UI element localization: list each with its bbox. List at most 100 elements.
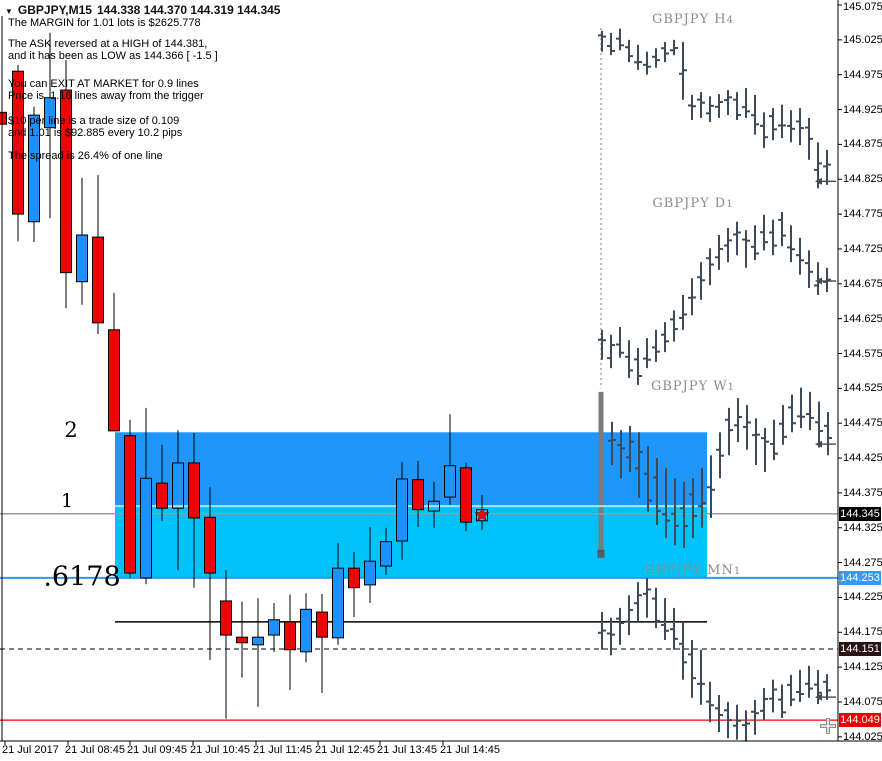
mini-chart-title-sub: 1 <box>727 382 736 393</box>
candle <box>332 543 344 645</box>
candle-body <box>140 477 152 579</box>
mini-chart-title: GBPJPY H4 <box>628 12 758 27</box>
time-axis-label: 21 Jul 12:45 <box>315 744 375 756</box>
candle <box>188 432 200 588</box>
candle-body <box>188 462 200 519</box>
candle-body <box>156 482 168 509</box>
candle <box>236 601 248 678</box>
time-axis-label: 21 Jul 14:45 <box>440 744 500 756</box>
last-price-arrowhead <box>815 277 822 285</box>
candle-body <box>76 234 88 283</box>
last-price-arrowhead <box>815 693 822 701</box>
sell-signal-star[interactable] <box>474 506 490 522</box>
time-axis-label: 21 Jul 08:45 <box>65 744 125 756</box>
candle-body <box>44 97 56 129</box>
mini-chart-w1 <box>608 387 832 548</box>
time-axis-label: 21 Jul 13:45 <box>377 744 437 756</box>
candle <box>172 430 184 571</box>
symbol-title[interactable]: GBPJPY,M15 <box>17 3 92 17</box>
candle <box>220 570 232 719</box>
zone-upper[interactable] <box>115 432 707 507</box>
chart-annotation-label[interactable]: 1 <box>60 490 74 512</box>
time-axis-label: 21 Jul 10:45 <box>190 744 250 756</box>
candle <box>380 527 392 576</box>
mini-chart-title-text: GBPJPY W <box>650 379 728 394</box>
mini-chart-title-text: GBPJPY H <box>651 12 727 27</box>
candle <box>444 414 456 505</box>
candle-body <box>108 329 120 432</box>
candle-body <box>12 70 24 215</box>
ohlc-readout: 144.338 144.370 144.319 144.345 <box>96 3 281 17</box>
price-axis-label: 144.875 <box>843 138 882 151</box>
mini-chart-h4 <box>598 28 831 189</box>
price-axis-label: 144.675 <box>843 277 882 290</box>
mini-chart-title: GBPJPY MN1 <box>628 563 758 578</box>
price-axis-label: 144.425 <box>843 452 882 465</box>
price-axis-label: 144.375 <box>843 486 882 499</box>
price-axis-label: 144.275 <box>843 556 882 569</box>
time-axis-label: 21 Jul 11:45 <box>253 744 313 756</box>
comment-line: $10 per line is a trade size of 0.109 <box>8 115 180 127</box>
candle-body <box>60 89 72 274</box>
candle <box>300 593 312 663</box>
candle-body <box>300 608 312 653</box>
mini-chart-title: GBPJPY D1 <box>628 196 758 211</box>
candle <box>268 603 280 652</box>
price-badge: 144.253 <box>839 570 881 585</box>
zone-lower[interactable] <box>115 506 707 578</box>
price-axis-label: 145.025 <box>843 33 882 46</box>
candle-body <box>332 567 344 639</box>
candle-body <box>412 479 424 511</box>
price-axis-label: 144.475 <box>843 417 882 430</box>
candle <box>92 175 104 334</box>
comment-line: and 1.01 is $92.885 every 10.2 pips <box>8 127 183 139</box>
price-badge: 144.345 <box>839 506 881 521</box>
chart-annotation-label[interactable]: .6178 <box>43 561 121 593</box>
divider-handle[interactable] <box>597 549 605 558</box>
candle <box>284 594 296 691</box>
candle <box>252 598 264 707</box>
comment-line: The spread is 26.4% of one line <box>8 150 163 162</box>
candle <box>44 32 56 219</box>
chart-header: ▼ GBPJPY,M15 144.338 144.370 144.319 144… <box>5 3 280 17</box>
price-badge: 144.049 <box>839 713 881 728</box>
price-badge: 144.151 <box>839 642 881 657</box>
mini-chart-title-sub: 1 <box>733 566 742 577</box>
candle-body <box>364 560 376 586</box>
candle <box>12 64 24 242</box>
candle-body <box>252 636 264 646</box>
price-axis-label: 144.525 <box>843 382 882 395</box>
candle-body <box>204 516 216 574</box>
mini-chart-d1 <box>598 212 831 385</box>
time-axis-label: 21 Jul 2017 <box>2 744 59 756</box>
last-price-arrowhead <box>815 440 822 448</box>
candle-body <box>28 114 40 223</box>
candle <box>348 552 360 617</box>
mini-chart-title: GBPJPY W1 <box>628 379 758 394</box>
symbol-dropdown-icon[interactable]: ▼ <box>5 6 13 16</box>
price-axis-label: 144.825 <box>843 173 882 186</box>
price-axis-label: 144.125 <box>843 661 882 674</box>
time-axis-label: 21 Jul 09:45 <box>127 744 187 756</box>
candle-body <box>380 541 392 567</box>
price-axis-label: 144.225 <box>843 591 882 604</box>
candle-body <box>236 636 248 644</box>
mini-chart-title-text: GBPJPY D <box>652 196 727 211</box>
candle <box>156 444 168 521</box>
candle <box>140 407 152 585</box>
candle-body <box>0 111 7 125</box>
candle-body <box>172 462 184 509</box>
price-axis-label: 144.025 <box>843 730 882 743</box>
candle-body <box>92 236 104 324</box>
candle-body <box>124 435 136 574</box>
comment-line: The MARGIN for 1.01 lots is $2625.778 <box>8 17 201 29</box>
chart-annotation-label[interactable]: 2 <box>64 418 78 442</box>
candle <box>428 481 440 528</box>
candle <box>60 60 72 309</box>
price-axis-label: 144.575 <box>843 347 882 360</box>
candle <box>396 462 408 560</box>
candle <box>364 527 376 604</box>
candle <box>76 177 88 305</box>
